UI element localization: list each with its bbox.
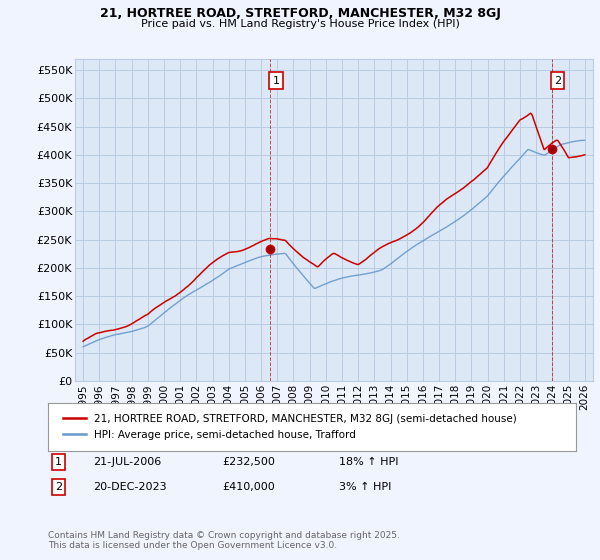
Text: Contains HM Land Registry data © Crown copyright and database right 2025.
This d: Contains HM Land Registry data © Crown c… [48,531,400,550]
Text: 1: 1 [55,457,62,467]
Text: 1: 1 [272,76,280,86]
Text: 21-JUL-2006: 21-JUL-2006 [93,457,161,467]
Text: £410,000: £410,000 [222,482,275,492]
Text: 18% ↑ HPI: 18% ↑ HPI [339,457,398,467]
Text: 2: 2 [554,76,561,86]
Text: 21, HORTREE ROAD, STRETFORD, MANCHESTER, M32 8GJ: 21, HORTREE ROAD, STRETFORD, MANCHESTER,… [100,7,500,20]
Text: £232,500: £232,500 [222,457,275,467]
Legend: 21, HORTREE ROAD, STRETFORD, MANCHESTER, M32 8GJ (semi-detached house), HPI: Ave: 21, HORTREE ROAD, STRETFORD, MANCHESTER,… [58,410,521,444]
Text: 3% ↑ HPI: 3% ↑ HPI [339,482,391,492]
Text: 20-DEC-2023: 20-DEC-2023 [93,482,167,492]
Text: 2: 2 [55,482,62,492]
Text: Price paid vs. HM Land Registry's House Price Index (HPI): Price paid vs. HM Land Registry's House … [140,19,460,29]
